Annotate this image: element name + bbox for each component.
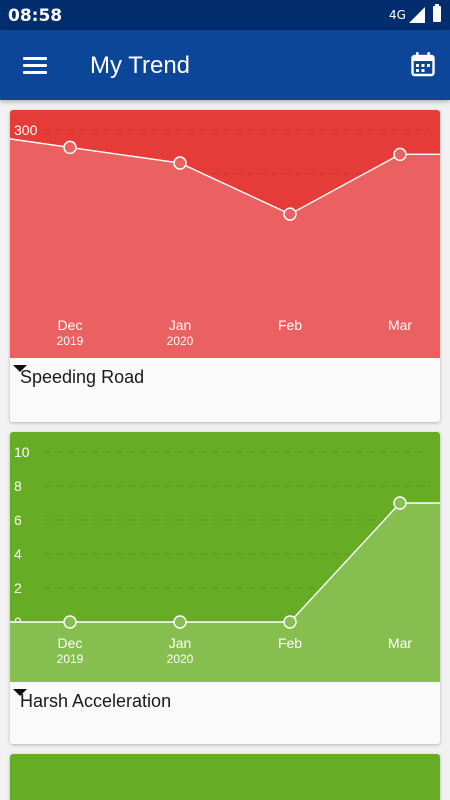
x-tick-label: Jan [169, 635, 192, 651]
data-point [173, 615, 187, 629]
harsh-acceleration-chart: 0246810Dec2019Jan2020FebMar [10, 432, 440, 682]
data-point [173, 156, 187, 170]
card-label: Harsh Acceleration [20, 691, 172, 711]
network-type: 4G [389, 8, 406, 22]
y-tick-label: 4 [14, 546, 22, 562]
series-area [10, 138, 440, 358]
y-tick-label: 10 [14, 444, 30, 460]
y-tick-label: 2 [14, 580, 22, 596]
data-point [393, 147, 407, 162]
y-tick-label: 8 [14, 478, 22, 494]
x-tick-label: Dec [58, 635, 83, 651]
page-title: My Trend [90, 52, 191, 79]
card-label: Speeding Road [20, 367, 145, 387]
speeding-road-card: 075150225300Dec2019Jan2020FebMar Speedin… [10, 110, 440, 422]
x-tick-year-label: 2019 [57, 652, 84, 666]
x-tick-label: Mar [388, 317, 412, 333]
harsh-acceleration-selector[interactable]: Harsh Acceleration [10, 682, 440, 744]
dropdown-arrow-icon[interactable] [10, 358, 30, 378]
data-point [283, 615, 297, 629]
x-tick-label: Feb [278, 635, 302, 651]
speeding-road-chart: 075150225300Dec2019Jan2020FebMar [10, 110, 440, 358]
signal-icon [409, 7, 425, 23]
x-tick-label: Dec [58, 317, 83, 333]
harsh-acceleration-card: 0246810Dec2019Jan2020FebMar Harsh Accele… [10, 432, 440, 744]
status-time: 08:58 [8, 6, 63, 26]
data-point [393, 496, 407, 510]
data-point [63, 140, 77, 155]
battery-icon [433, 4, 441, 22]
data-point [63, 615, 77, 629]
hamburger-menu-icon[interactable] [14, 47, 56, 83]
y-tick-label: 6 [14, 512, 22, 528]
x-tick-year-label: 2020 [167, 652, 194, 666]
series-area [10, 503, 440, 682]
speeding-road-selector[interactable]: Speeding Road [10, 358, 440, 422]
x-tick-label: Feb [278, 317, 302, 333]
data-point [283, 207, 297, 221]
x-tick-label: Jan [169, 317, 192, 333]
app-bar: My Trend [0, 30, 450, 100]
x-tick-label: Mar [388, 635, 412, 651]
y-tick-label: 300 [14, 122, 38, 138]
status-bar: 08:58 4G [0, 0, 450, 30]
calendar-icon[interactable] [404, 46, 444, 86]
next-trend-card [10, 754, 440, 800]
x-tick-year-label: 2019 [57, 334, 84, 348]
x-tick-year-label: 2020 [167, 334, 194, 348]
dropdown-arrow-icon[interactable] [10, 682, 30, 702]
